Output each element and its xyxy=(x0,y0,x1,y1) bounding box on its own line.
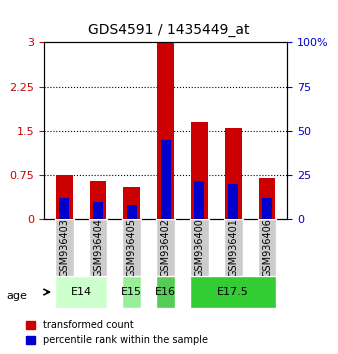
FancyBboxPatch shape xyxy=(224,219,243,276)
FancyBboxPatch shape xyxy=(258,219,276,276)
FancyBboxPatch shape xyxy=(190,219,209,276)
Bar xyxy=(228,184,238,219)
Bar xyxy=(191,122,208,219)
FancyBboxPatch shape xyxy=(190,276,276,308)
Bar xyxy=(56,175,73,219)
Text: GSM936405: GSM936405 xyxy=(127,218,137,277)
Text: GSM936402: GSM936402 xyxy=(161,218,171,277)
FancyBboxPatch shape xyxy=(122,219,141,276)
Bar xyxy=(157,42,174,219)
Text: E14: E14 xyxy=(71,287,92,297)
FancyBboxPatch shape xyxy=(89,219,107,276)
Text: age: age xyxy=(7,291,28,301)
Bar xyxy=(93,202,103,219)
FancyBboxPatch shape xyxy=(55,276,107,308)
Text: GSM936403: GSM936403 xyxy=(59,218,69,277)
Bar xyxy=(161,140,171,219)
Bar xyxy=(194,181,204,219)
Text: GSM936401: GSM936401 xyxy=(228,218,238,277)
FancyBboxPatch shape xyxy=(122,276,141,308)
FancyBboxPatch shape xyxy=(156,276,175,308)
Text: GDS4591 / 1435449_at: GDS4591 / 1435449_at xyxy=(88,23,250,37)
FancyBboxPatch shape xyxy=(55,219,74,276)
Text: GSM936406: GSM936406 xyxy=(262,218,272,277)
Text: E16: E16 xyxy=(155,287,176,297)
Bar xyxy=(262,198,272,219)
Bar xyxy=(127,205,137,219)
Bar xyxy=(90,181,106,219)
Bar xyxy=(59,198,69,219)
Legend: transformed count, percentile rank within the sample: transformed count, percentile rank withi… xyxy=(22,316,212,349)
Text: GSM936400: GSM936400 xyxy=(194,218,204,277)
Bar xyxy=(225,128,242,219)
Text: E15: E15 xyxy=(121,287,142,297)
Bar xyxy=(123,187,140,219)
Text: GSM936404: GSM936404 xyxy=(93,218,103,277)
Bar xyxy=(259,178,275,219)
FancyBboxPatch shape xyxy=(156,219,175,276)
Text: E17.5: E17.5 xyxy=(217,287,249,297)
